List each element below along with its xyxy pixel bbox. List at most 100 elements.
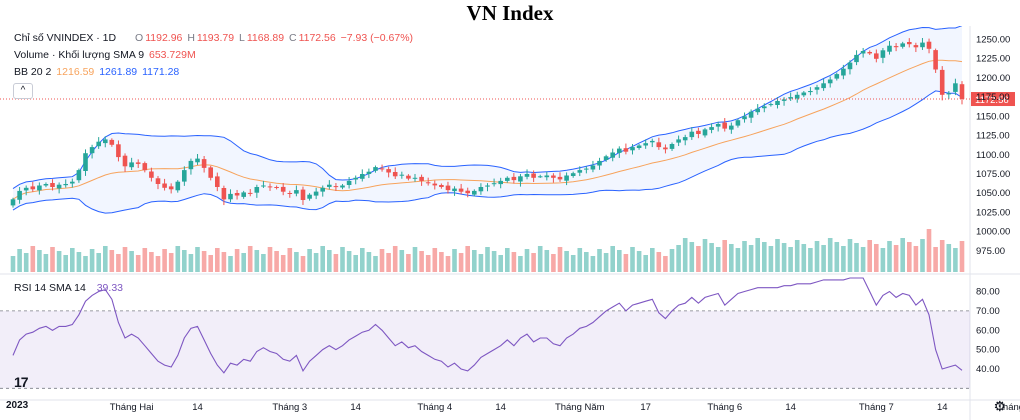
volume-bar	[340, 247, 345, 272]
candle-body	[320, 187, 325, 192]
candle	[643, 139, 648, 149]
volume-bar	[327, 250, 332, 272]
candle	[228, 189, 233, 203]
volume-bar	[175, 246, 181, 272]
volume-bar	[241, 253, 246, 272]
candle-body	[814, 87, 820, 90]
candle-body	[261, 185, 266, 187]
candle-body	[907, 42, 912, 45]
volume-bar	[847, 239, 853, 272]
volume-bar	[617, 250, 622, 272]
candle	[280, 183, 286, 196]
candle	[162, 178, 167, 191]
candlestick-chart[interactable]: 1172.56 975.00 1000.00 1025.00 1050.00 1075.0…	[0, 26, 1020, 420]
candle	[221, 185, 227, 206]
candle	[333, 183, 339, 191]
time-tick-label: 14	[785, 402, 796, 413]
candle-body	[353, 177, 358, 180]
candle	[76, 168, 82, 183]
volume-bar	[432, 248, 438, 272]
candle-body	[689, 131, 695, 138]
candle-body	[149, 171, 154, 178]
bb-upper-value: 1261.89	[99, 66, 138, 78]
candle	[907, 38, 912, 48]
volume-bar	[412, 247, 418, 272]
collapse-legend-button[interactable]: ^	[13, 83, 33, 99]
bb-label[interactable]: BB 20 2	[14, 66, 52, 78]
rsi-label[interactable]: RSI 14 SMA 14	[14, 282, 86, 294]
volume-bar	[597, 249, 602, 272]
candle-body	[142, 163, 148, 171]
candle	[346, 177, 352, 189]
candle	[23, 185, 29, 196]
bb-legend: BB 20 2 1216.59 1261.89 1171.28	[14, 66, 181, 78]
candle-body	[676, 139, 681, 143]
candle-body	[122, 155, 128, 167]
candle	[768, 102, 774, 107]
volume-bar	[682, 238, 688, 272]
rsi-tick-label: 50.00	[976, 345, 1000, 356]
candle	[656, 137, 662, 150]
volume-bar	[109, 250, 115, 272]
tradingview-logo[interactable]: 17	[14, 374, 29, 390]
candle	[722, 118, 727, 132]
candle	[142, 161, 148, 173]
candle-body	[360, 174, 365, 179]
candle-body	[682, 137, 688, 141]
volume-bar	[116, 254, 121, 272]
volume-bar	[702, 239, 708, 272]
candle-body	[70, 181, 75, 184]
open-label: O	[135, 32, 144, 44]
candle	[682, 134, 688, 146]
candle-body	[643, 143, 648, 146]
volume-bar	[228, 256, 233, 272]
candle	[650, 138, 655, 148]
candle	[953, 78, 958, 96]
volume-bar	[603, 253, 609, 272]
candle-body	[162, 183, 167, 188]
candle	[920, 37, 925, 50]
candle	[83, 149, 88, 176]
volume-bar	[254, 250, 260, 272]
candle-body	[577, 170, 583, 173]
candle-body	[37, 185, 42, 191]
candle	[360, 169, 365, 182]
volume-bars	[10, 229, 965, 272]
candle-body	[781, 99, 787, 101]
candle	[814, 84, 820, 95]
candle-body	[597, 160, 602, 166]
candle-body	[307, 194, 312, 199]
candle-body	[155, 178, 161, 184]
volume-bar	[63, 255, 68, 272]
volume-bar	[854, 243, 859, 272]
candle	[294, 185, 299, 197]
candle-body	[366, 171, 372, 174]
volume-bar	[518, 256, 523, 272]
candle	[70, 178, 75, 188]
symbol-name[interactable]: Chỉ số VNINDEX · 1D	[14, 32, 117, 44]
candle	[715, 121, 721, 132]
candle-body	[893, 46, 899, 48]
volume-bar	[135, 255, 141, 272]
candle-body	[603, 156, 609, 160]
volume-bar	[841, 246, 846, 272]
candle-body	[109, 139, 115, 145]
time-tick-label: 14	[350, 402, 361, 413]
candle-body	[215, 176, 220, 187]
gear-icon[interactable]: ⚙	[993, 398, 1006, 414]
volume-bar	[676, 245, 681, 272]
volume-label[interactable]: Volume · Khối lượng SMA 9	[14, 49, 145, 61]
volume-bar	[261, 254, 266, 272]
volume-bar	[636, 251, 642, 272]
candle-body	[182, 170, 187, 182]
candle-body	[103, 139, 108, 144]
candle	[373, 165, 378, 173]
candle-body	[491, 183, 497, 185]
candle-body	[83, 153, 88, 171]
candle	[412, 173, 418, 182]
candle	[821, 78, 826, 91]
close-label: C	[288, 32, 297, 44]
candle	[234, 189, 240, 200]
volume-bar	[129, 251, 134, 272]
price-tick-label: 1025.00	[976, 207, 1010, 218]
